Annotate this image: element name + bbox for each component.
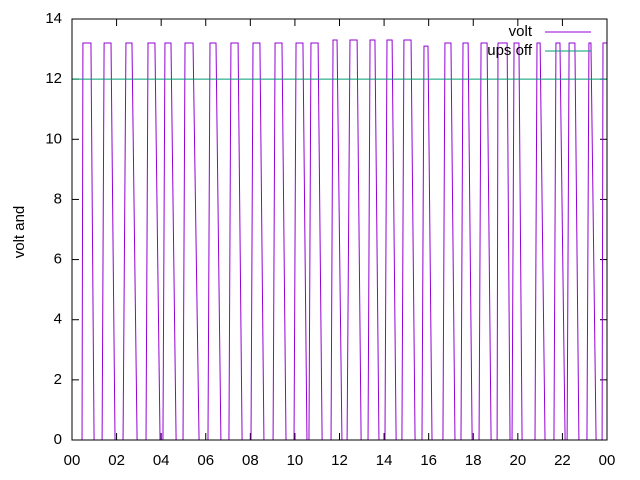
y-axis-label: volt and [11,206,28,259]
x-tick-label: 18 [465,452,482,469]
x-tick-label: 20 [509,452,526,469]
y-tick-label: 14 [45,10,62,27]
y-tick-label: 10 [45,130,62,147]
x-tick-label: 14 [376,452,393,469]
y-tick-label: 4 [54,311,62,328]
legend-label: ups off [487,42,533,59]
x-tick-label: 10 [287,452,304,469]
y-tick-label: 6 [54,251,62,268]
x-tick-label: 04 [153,452,170,469]
x-tick-label: 12 [331,452,348,469]
plot-border [71,18,608,441]
x-tick-label: 08 [242,452,259,469]
x-tick-label: 00 [599,452,616,469]
x-tick-label: 16 [420,452,437,469]
x-tick-label: 00 [64,452,81,469]
y-tick-label: 12 [45,70,62,87]
x-tick-label: 22 [554,452,571,469]
x-tick-label: 06 [197,452,214,469]
y-tick-label: 2 [54,371,62,388]
y-tick-label: 8 [54,190,62,207]
x-tick-label: 02 [108,452,125,469]
y-tick-label: 0 [54,431,62,448]
legend-label: volt [509,23,533,40]
series-line [72,39,607,441]
